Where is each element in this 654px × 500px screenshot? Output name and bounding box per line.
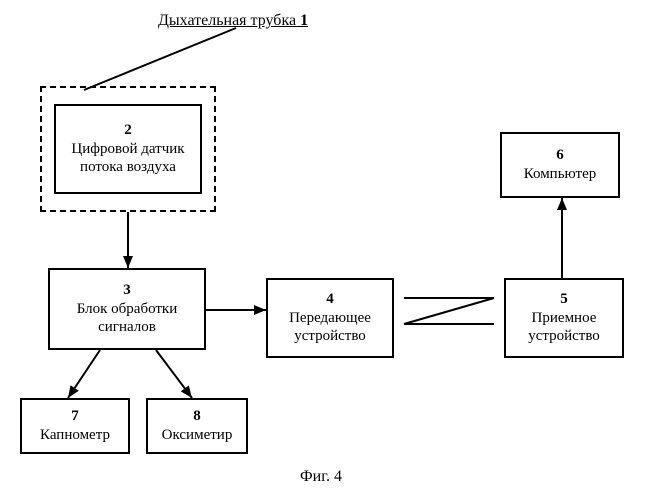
edge-e3-8 xyxy=(156,350,192,398)
node-n2: 2Цифровой датчик потока воздуха xyxy=(54,104,202,194)
node-number: 4 xyxy=(326,290,334,309)
edge-e5-6 xyxy=(557,198,567,278)
title-number: 1 xyxy=(300,12,308,29)
node-n7: 7Капнометр xyxy=(20,398,130,454)
edge-e3-4 xyxy=(206,305,266,315)
edge-e3-7 xyxy=(68,350,100,398)
node-number: 7 xyxy=(71,407,79,426)
node-n6: 6Компьютер xyxy=(500,132,620,198)
figure-caption: Фиг. 4 xyxy=(300,468,342,486)
node-number: 5 xyxy=(560,290,568,309)
title-text: Дыхательная трубка xyxy=(158,12,296,29)
node-label: Оксиметир xyxy=(162,426,233,445)
diagram-canvas: Дыхательная трубка 1 2Цифровой датчик по… xyxy=(0,0,654,500)
node-n5: 5Приемное устройство xyxy=(504,278,624,358)
node-label: Блок обработки сигналов xyxy=(77,300,178,338)
node-n4: 4Передающее устройство xyxy=(266,278,394,358)
node-label: Компьютер xyxy=(524,165,597,184)
edge-e-title xyxy=(84,28,236,90)
node-number: 8 xyxy=(193,407,201,426)
node-number: 6 xyxy=(556,146,564,165)
node-n3: 3Блок обработки сигналов xyxy=(48,268,206,350)
node-label: Передающее устройство xyxy=(289,309,371,347)
edge-e2-3 xyxy=(123,212,133,268)
wireless-zigzag xyxy=(404,298,494,324)
node-label: Цифровой датчик потока воздуха xyxy=(71,140,184,178)
node-n8: 8Оксиметир xyxy=(146,398,248,454)
node-label: Приемное устройство xyxy=(528,309,600,347)
diagram-title: Дыхательная трубка 1 xyxy=(158,12,308,30)
node-number: 3 xyxy=(123,281,131,300)
node-number: 2 xyxy=(124,121,132,140)
node-label: Капнометр xyxy=(40,426,110,445)
